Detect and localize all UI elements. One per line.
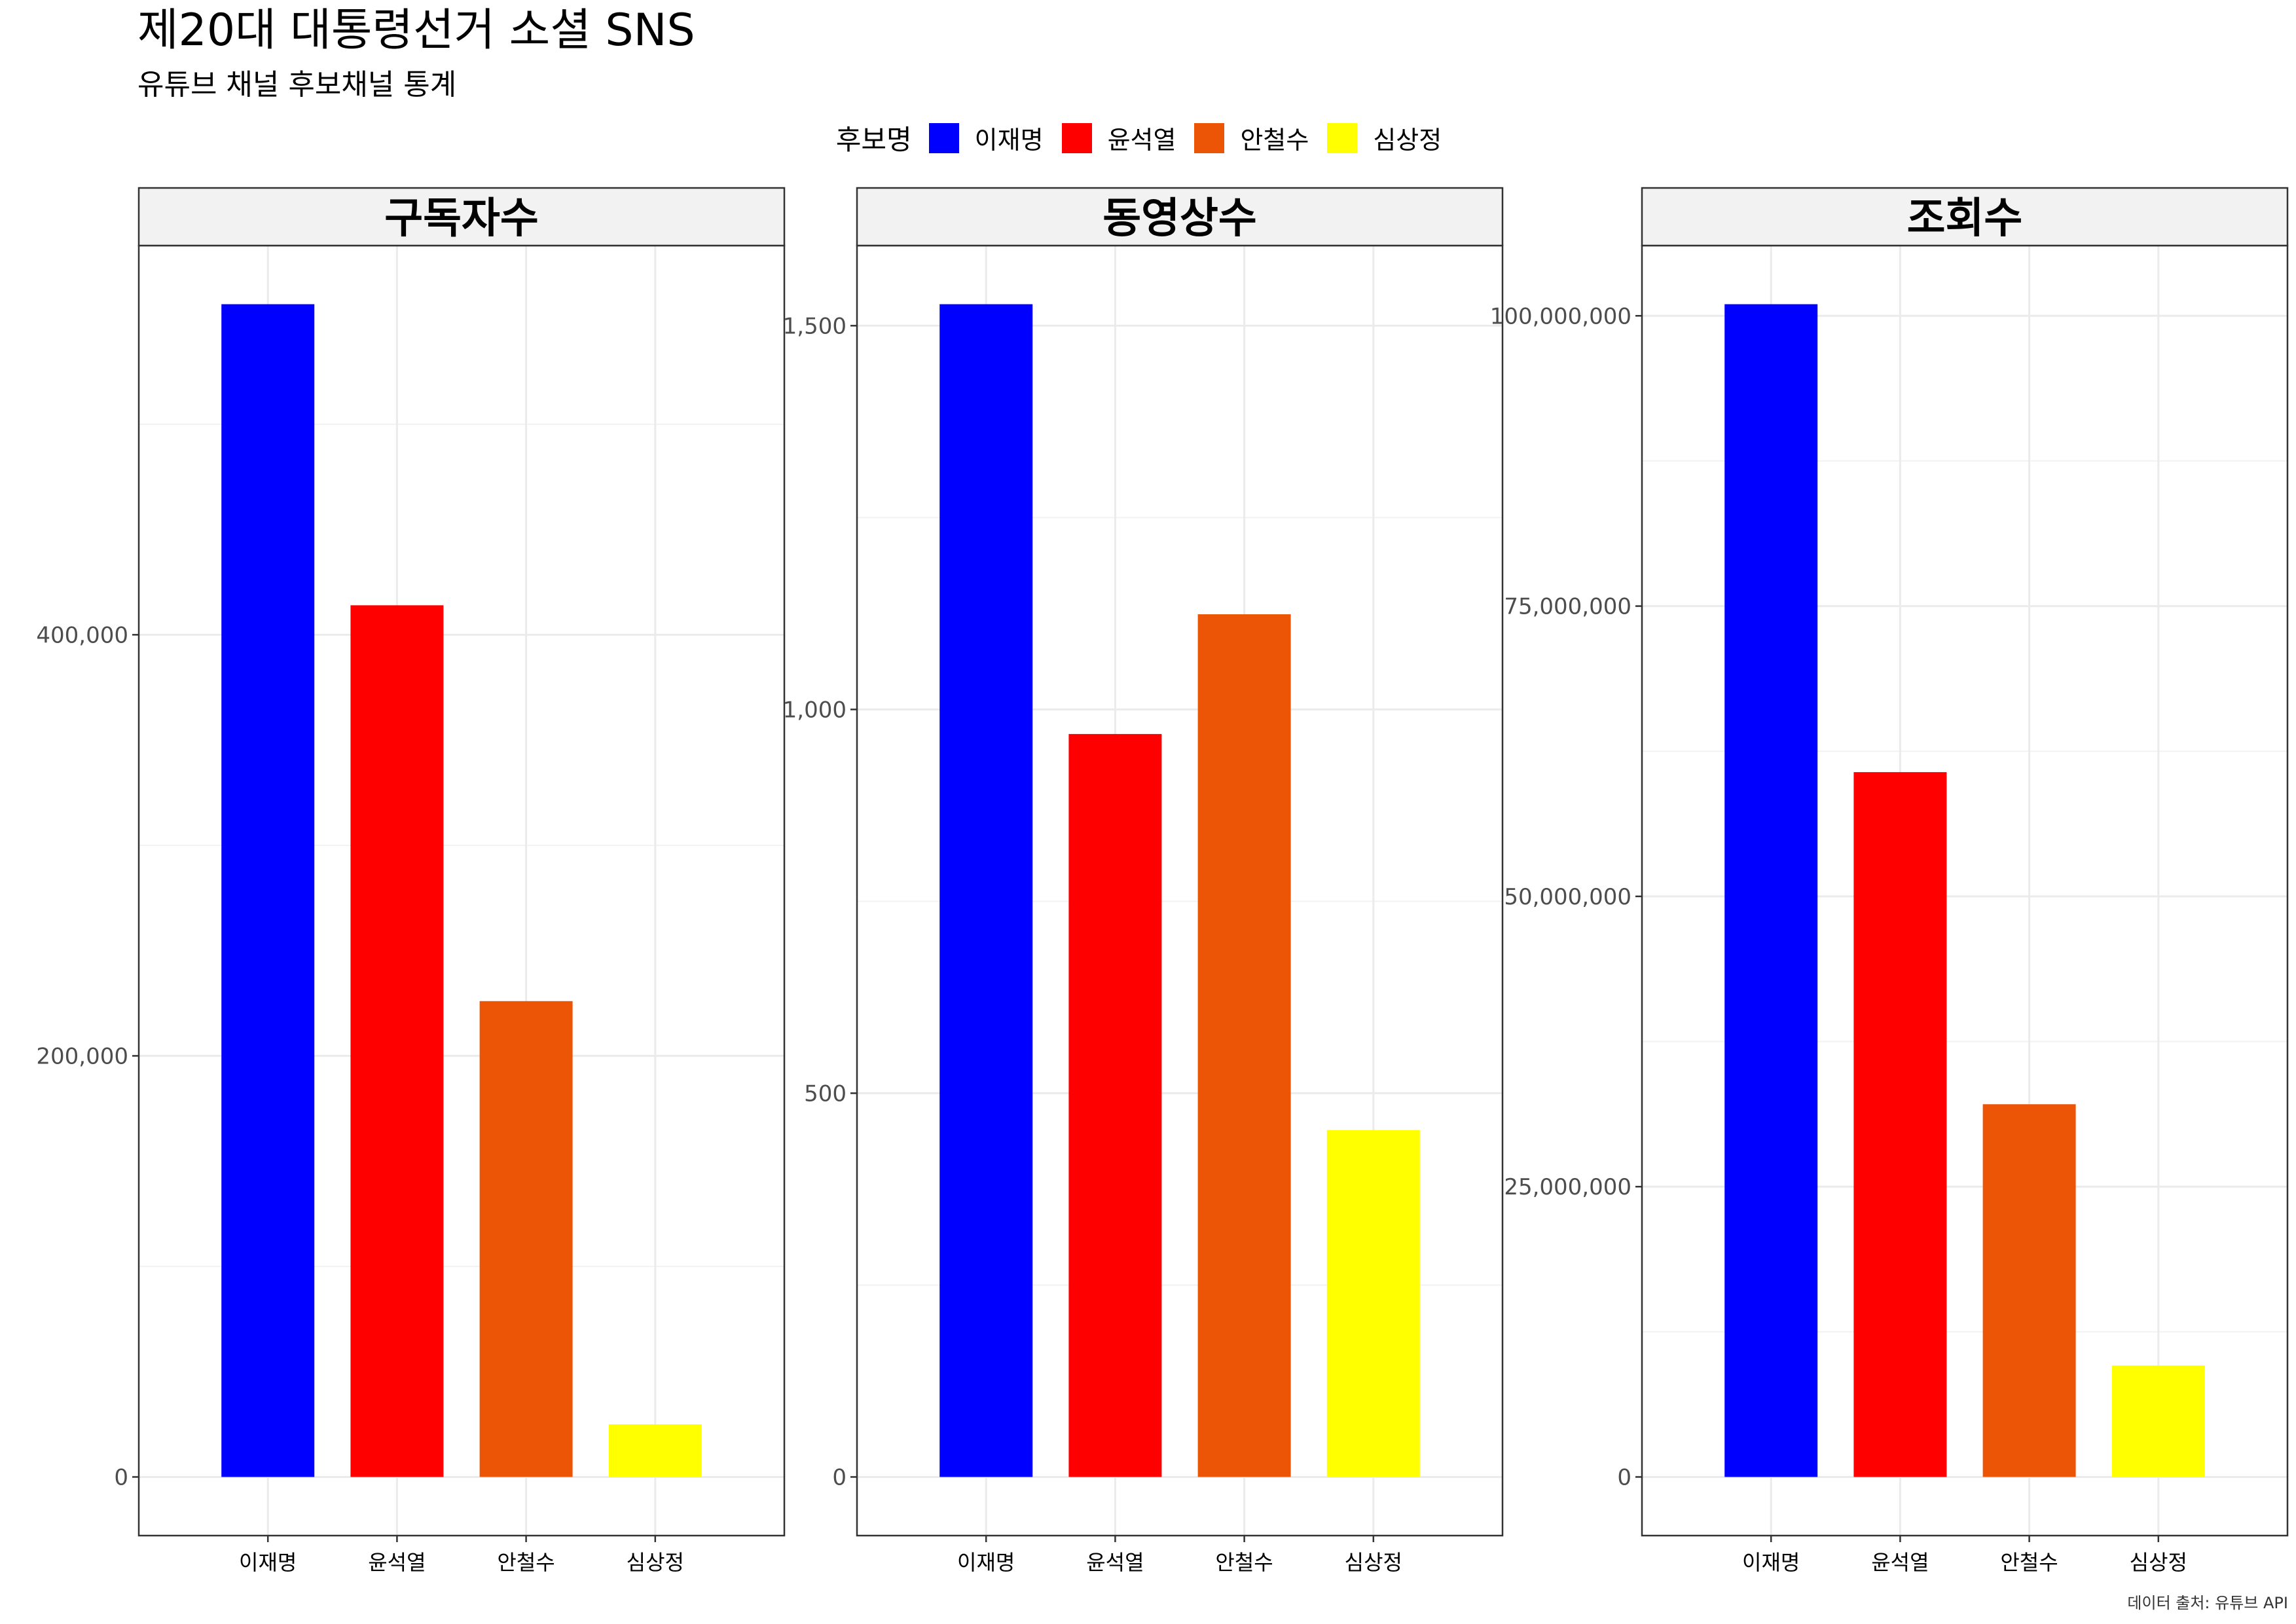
x-tick-label: 이재명	[957, 1550, 1015, 1575]
legend-item-yoon: 윤석열	[1061, 120, 1176, 156]
y-tick-label: 500	[804, 1080, 847, 1107]
bar-안철수	[479, 1001, 573, 1477]
y-tick-label: 0	[832, 1464, 847, 1490]
legend-swatch	[1194, 122, 1225, 153]
facet-strip	[856, 187, 1504, 247]
x-tick-label: 심상정	[627, 1550, 684, 1575]
x-tick-label: 이재명	[239, 1550, 297, 1575]
y-tick-label: 50,000,000	[1504, 884, 1631, 910]
legend-label: 이재명	[974, 126, 1044, 155]
bar-윤석열	[350, 605, 444, 1477]
bar-이재명	[221, 304, 315, 1477]
legend-title: 후보명	[835, 124, 912, 156]
y-tick-label: 1,000	[783, 697, 847, 723]
legend-swatch	[1061, 122, 1092, 153]
bar-안철수	[1197, 614, 1291, 1477]
legend-item-sim: 심상정	[1327, 120, 1442, 156]
facet-strip-label: 동영상수	[1102, 194, 1257, 243]
y-tick-label: 0	[1617, 1464, 1631, 1490]
legend-label: 윤석열	[1107, 126, 1176, 155]
bar-윤석열	[1068, 733, 1162, 1477]
y-tick-label: 400,000	[36, 622, 128, 648]
bar-이재명	[939, 304, 1033, 1477]
x-tick-label: 심상정	[2130, 1550, 2187, 1575]
chart-title: 제20대 대통령선거 소셜 SNS	[137, 5, 695, 56]
legend-swatch	[928, 122, 959, 153]
y-tick-label: 75,000,000	[1504, 594, 1631, 620]
legend-item-lee: 이재명	[928, 120, 1044, 156]
x-tick-label: 윤석열	[368, 1550, 426, 1575]
x-tick-label: 윤석열	[1871, 1550, 1929, 1575]
y-tick-label: 100,000,000	[1490, 303, 1631, 329]
facet-strip-label: 구독자수	[384, 194, 539, 243]
y-tick-label: 1,500	[783, 313, 847, 339]
bar-안철수	[1982, 1104, 2076, 1477]
x-tick-label: 안철수	[497, 1550, 555, 1575]
bar-이재명	[1724, 304, 1818, 1477]
legend: 후보명 이재명 윤석열 안철수 심상정	[0, 118, 2296, 158]
facet-strip-label: 조회수	[1907, 194, 2023, 243]
y-tick-label: 25,000,000	[1504, 1174, 1631, 1200]
x-tick-label: 안철수	[2000, 1550, 2058, 1575]
facet-strip	[1641, 187, 2289, 247]
bar-심상정	[1326, 1130, 1420, 1477]
x-tick-label: 이재명	[1742, 1550, 1800, 1575]
legend-swatch	[1327, 122, 1358, 153]
legend-label: 심상정	[1373, 126, 1442, 155]
x-tick-label: 심상정	[1345, 1550, 1402, 1575]
bar-심상정	[2111, 1365, 2205, 1477]
chart-subtitle: 유튜브 채널 후보채널 통계	[137, 68, 457, 101]
x-tick-label: 윤석열	[1086, 1550, 1144, 1575]
y-tick-label: 0	[114, 1464, 128, 1490]
bar-심상정	[608, 1424, 702, 1477]
y-tick-label: 200,000	[36, 1043, 128, 1069]
legend-item-ahn: 안철수	[1194, 120, 1309, 156]
legend-label: 안철수	[1240, 126, 1309, 155]
x-tick-label: 안철수	[1215, 1550, 1273, 1575]
data-source-caption: 데이터 출처: 유튜브 API	[2127, 1594, 2288, 1612]
bar-윤석열	[1853, 772, 1947, 1477]
facet-strip	[137, 187, 786, 247]
